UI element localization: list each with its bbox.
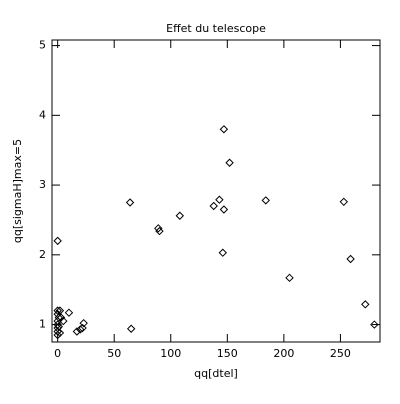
chart-title: Effet du telescope [166, 22, 266, 35]
point [219, 205, 229, 214]
point [209, 201, 218, 211]
point [339, 197, 349, 207]
point [53, 236, 62, 246]
point [53, 306, 62, 315]
point [55, 306, 65, 315]
y-tick-label: 5 [39, 39, 46, 52]
x-tick-label: 150 [217, 347, 238, 360]
x-tick-label: 250 [330, 347, 351, 360]
y-axis-label: qq[sigmaH]max=5 [11, 139, 24, 243]
point [346, 254, 355, 264]
y-tick-label: 2 [39, 248, 46, 261]
point [215, 195, 224, 204]
point [285, 273, 294, 283]
point [361, 300, 370, 309]
x-tick-label: 0 [54, 347, 61, 360]
point [370, 320, 379, 329]
point [261, 196, 270, 205]
point [175, 211, 185, 220]
point [219, 125, 229, 134]
y-tick-label: 3 [39, 178, 46, 191]
point [53, 327, 62, 336]
point [225, 158, 234, 167]
x-axis-label: qq[dtel] [194, 367, 238, 380]
y-tick-label: 1 [39, 318, 46, 331]
point [125, 198, 135, 207]
y-tick-label: 4 [39, 108, 46, 121]
x-tick-label: 50 [107, 347, 121, 360]
point [76, 325, 85, 334]
point [53, 330, 62, 340]
point [155, 226, 164, 236]
point [218, 248, 227, 257]
point [56, 313, 66, 322]
point [54, 313, 63, 322]
point [154, 224, 163, 233]
point [72, 327, 82, 336]
point [55, 328, 65, 338]
point [64, 308, 74, 317]
point [78, 323, 87, 333]
x-tick-label: 200 [273, 347, 294, 360]
plot-frame [51, 39, 381, 343]
point [59, 316, 68, 326]
x-tick-label: 100 [160, 347, 181, 360]
point [79, 318, 88, 328]
point [126, 324, 136, 333]
